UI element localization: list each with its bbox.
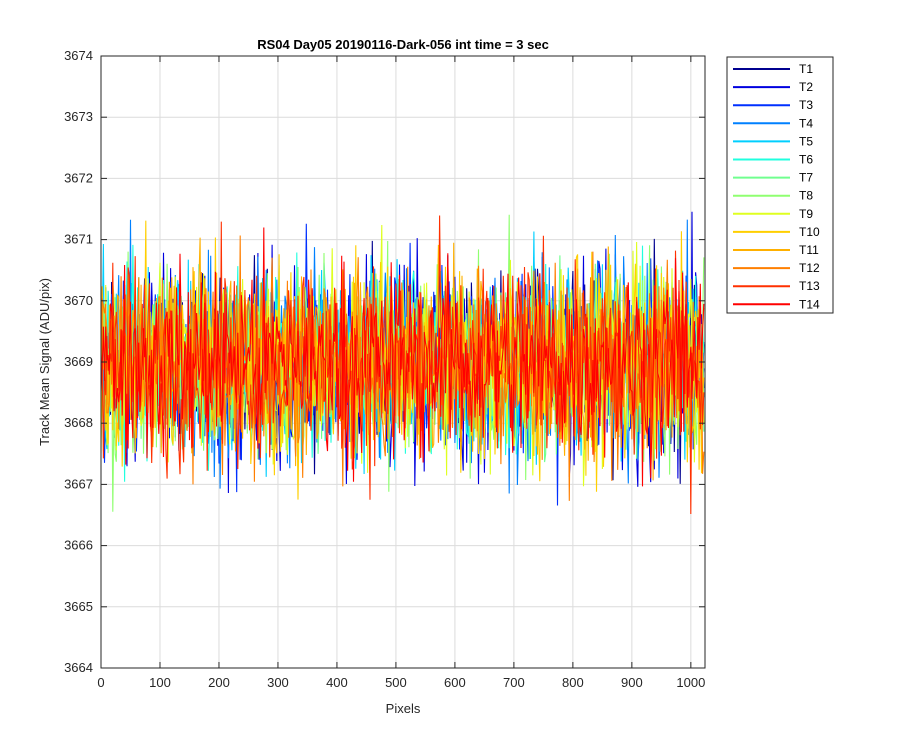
legend-label-t7: T7 <box>799 171 813 185</box>
x-tick-label: 0 <box>97 675 104 690</box>
legend: T1 T2 T3 T4 T5 T6 T7 T8 T9 T10 T11 T12 T13 T14 <box>726 56 834 314</box>
y-tick-label: 3665 <box>64 599 93 614</box>
series-line-t14 <box>101 227 705 487</box>
x-tick-label: 800 <box>562 675 584 690</box>
legend-label-t13: T13 <box>799 279 820 293</box>
legend-label-t10: T10 <box>799 225 820 239</box>
legend-label-t12: T12 <box>799 261 820 275</box>
y-tick-label: 3670 <box>64 293 93 308</box>
x-tick-label: 900 <box>621 675 643 690</box>
x-tick-label: 700 <box>503 675 525 690</box>
y-tick-label: 3673 <box>64 109 93 124</box>
ticks: 0 100 200 300 400 500 600 700 800 900 1000 3664 3665… <box>64 48 705 690</box>
legend-label-t14: T14 <box>799 297 820 311</box>
x-tick-label: 300 <box>267 675 289 690</box>
legend-label-t4: T4 <box>799 116 813 130</box>
y-tick-label: 3666 <box>64 538 93 553</box>
legend-label-t1: T1 <box>799 62 813 76</box>
y-tick-label: 3674 <box>64 48 93 63</box>
legend-label-t5: T5 <box>799 134 813 148</box>
x-tick-label: 500 <box>385 675 407 690</box>
x-axis-label: Pixels <box>386 701 421 716</box>
y-axis-label: Track Mean Signal (ADU/pix) <box>37 278 52 446</box>
series-line-t13 <box>101 215 705 515</box>
legend-label-t8: T8 <box>799 189 813 203</box>
legend-label-t11: T11 <box>799 243 819 257</box>
series-group <box>101 211 705 515</box>
legend-label-t2: T2 <box>799 80 813 94</box>
legend-label-t9: T9 <box>799 207 813 221</box>
y-tick-label: 3672 <box>64 170 93 185</box>
x-tick-label: 400 <box>326 675 348 690</box>
x-tick-label: 100 <box>149 675 171 690</box>
x-tick-label: 600 <box>444 675 466 690</box>
y-tick-label: 3671 <box>64 232 93 247</box>
chart-title: RS04 Day05 20190116-Dark-056 int time = … <box>257 37 549 52</box>
y-tick-label: 3664 <box>64 660 93 675</box>
y-tick-label: 3669 <box>64 354 93 369</box>
legend-label-t3: T3 <box>799 98 813 112</box>
legend-box <box>726 56 834 314</box>
legend-label-t6: T6 <box>799 153 813 167</box>
x-tick-label: 200 <box>208 675 230 690</box>
y-tick-label: 3667 <box>64 476 93 491</box>
x-tick-label: 1000 <box>676 675 705 690</box>
y-tick-label: 3668 <box>64 415 93 430</box>
plot-area <box>101 211 705 515</box>
